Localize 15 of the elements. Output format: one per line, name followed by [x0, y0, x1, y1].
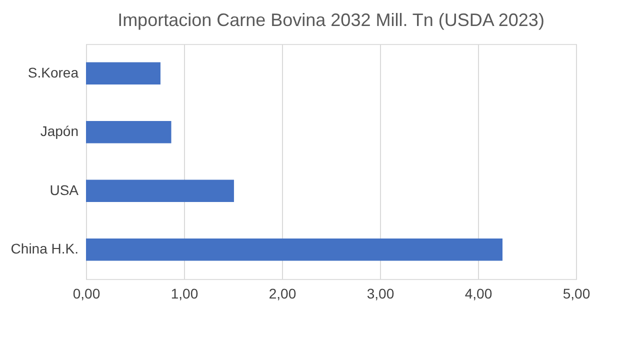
bar [86, 62, 160, 85]
y-tick-label: S.Korea [28, 64, 79, 80]
x-tick-label: 1,00 [170, 286, 198, 302]
y-tick-label: USA [50, 182, 80, 198]
x-tick-label: 2,00 [268, 286, 296, 302]
bar [86, 238, 502, 261]
x-tick-label: 5,00 [562, 286, 590, 302]
bar [86, 180, 234, 202]
bar [86, 120, 172, 144]
x-tick-label: 3,00 [366, 286, 394, 302]
x-tick-label: 4,00 [464, 286, 492, 302]
y-tick-label: China H.K. [10, 240, 78, 257]
x-tick-label: 0,00 [72, 286, 100, 302]
chart-title: Importacion Carne Bovina 2032 Mill. Tn (USDA 2023) [118, 10, 544, 30]
y-tick-label: Japón [40, 123, 78, 140]
